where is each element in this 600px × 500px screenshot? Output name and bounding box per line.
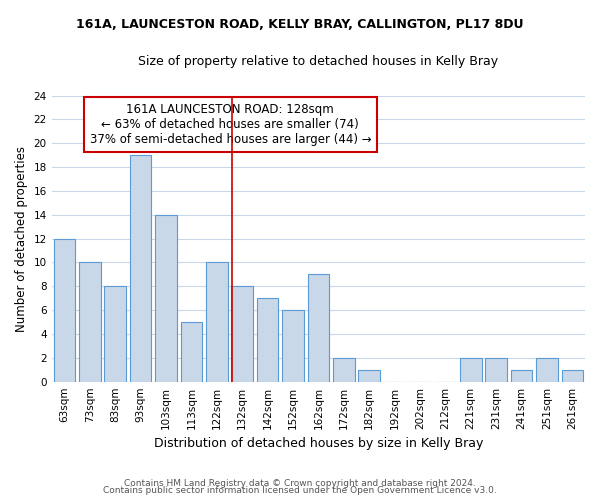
Text: 161A, LAUNCESTON ROAD, KELLY BRAY, CALLINGTON, PL17 8DU: 161A, LAUNCESTON ROAD, KELLY BRAY, CALLI… <box>76 18 524 30</box>
Bar <box>333 358 355 382</box>
Bar <box>308 274 329 382</box>
Bar <box>130 155 151 382</box>
Bar <box>232 286 253 382</box>
Bar <box>460 358 482 382</box>
X-axis label: Distribution of detached houses by size in Kelly Bray: Distribution of detached houses by size … <box>154 437 483 450</box>
Bar <box>53 238 75 382</box>
Text: Contains HM Land Registry data © Crown copyright and database right 2024.: Contains HM Land Registry data © Crown c… <box>124 478 476 488</box>
Bar <box>206 262 227 382</box>
Y-axis label: Number of detached properties: Number of detached properties <box>15 146 28 332</box>
Bar <box>358 370 380 382</box>
Bar <box>79 262 101 382</box>
Bar <box>104 286 126 382</box>
Bar <box>155 215 177 382</box>
Bar <box>181 322 202 382</box>
Bar <box>511 370 532 382</box>
Text: 161A LAUNCESTON ROAD: 128sqm
← 63% of detached houses are smaller (74)
37% of se: 161A LAUNCESTON ROAD: 128sqm ← 63% of de… <box>89 102 371 146</box>
Bar <box>257 298 278 382</box>
Title: Size of property relative to detached houses in Kelly Bray: Size of property relative to detached ho… <box>138 55 499 68</box>
Text: Contains public sector information licensed under the Open Government Licence v3: Contains public sector information licen… <box>103 486 497 495</box>
Bar <box>282 310 304 382</box>
Bar <box>536 358 557 382</box>
Bar <box>485 358 507 382</box>
Bar <box>562 370 583 382</box>
